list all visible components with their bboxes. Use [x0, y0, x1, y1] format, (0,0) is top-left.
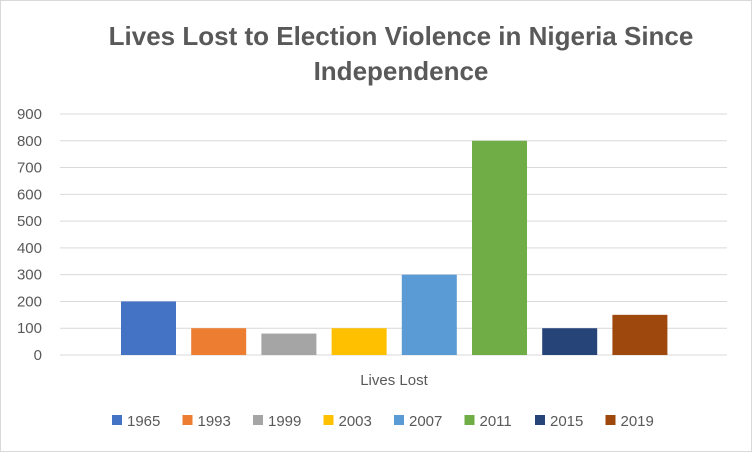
legend-swatch — [323, 415, 334, 425]
y-tick-label: 700 — [17, 160, 42, 177]
legend-label: 1993 — [198, 413, 231, 430]
bar-2015 — [542, 328, 598, 355]
legend-swatch — [464, 415, 475, 425]
legend-swatch — [112, 415, 122, 425]
y-tick-label: 800 — [17, 133, 42, 150]
legend: 1965 1993 1999 2003 2007 2011 2015 2019 — [112, 413, 654, 430]
y-tick-label: 400 — [17, 240, 42, 257]
y-tick-label: 500 — [17, 213, 42, 230]
legend-item-2007: 2007 — [394, 413, 442, 430]
bar-1993 — [191, 328, 247, 355]
bar-2011 — [472, 140, 527, 355]
legend-item-2019: 2019 — [605, 413, 654, 430]
y-tick-label: 300 — [17, 267, 42, 284]
y-tick-label: 600 — [17, 186, 42, 203]
legend-item-1965: 1965 — [112, 413, 160, 430]
chart-title: Lives Lost to Election Violence in Niger… — [108, 21, 694, 86]
legend-label: 1999 — [268, 413, 301, 430]
bar-2019 — [612, 314, 668, 355]
legend-item-1993: 1993 — [182, 413, 231, 430]
y-tick-label: 100 — [17, 320, 42, 337]
legend-label: 2011 — [480, 413, 512, 430]
legend-swatch — [394, 415, 404, 425]
legend-item-1999: 1999 — [253, 413, 301, 430]
legend-item-2011: 2011 — [464, 413, 512, 430]
y-tick-label: 200 — [17, 293, 42, 310]
bar-2007 — [401, 274, 457, 355]
legend-swatch — [182, 415, 193, 425]
legend-label: 2019 — [621, 413, 654, 430]
bars — [121, 140, 668, 355]
y-tick-label: 0 — [34, 347, 42, 364]
legend-swatch — [605, 415, 616, 425]
bar-2003 — [331, 328, 387, 355]
bar-1999 — [261, 333, 317, 355]
bar-1965 — [121, 301, 176, 355]
legend-item-2015: 2015 — [535, 413, 583, 430]
y-axis-ticks: 0 100 200 300 400 500 600 700 800 900 — [17, 106, 42, 364]
x-category-label: Lives Lost — [360, 372, 428, 389]
legend-label: 2015 — [550, 413, 583, 430]
legend-swatch — [535, 415, 545, 425]
legend-label: 2003 — [339, 413, 372, 430]
legend-label: 2007 — [409, 413, 442, 430]
y-tick-label: 900 — [17, 106, 42, 123]
legend-label: 1965 — [127, 413, 160, 430]
legend-swatch — [253, 415, 263, 425]
legend-item-2003: 2003 — [323, 413, 372, 430]
